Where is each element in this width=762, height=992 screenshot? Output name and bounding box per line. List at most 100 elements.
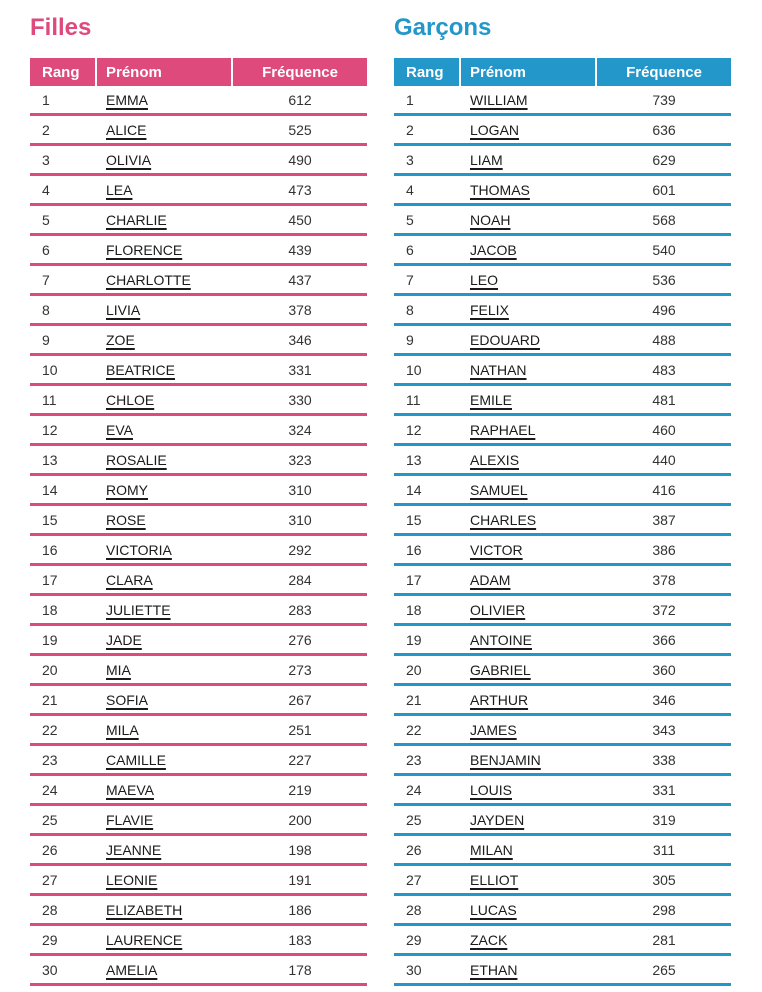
rank-cell: 26 — [394, 836, 461, 866]
name-link[interactable]: ARTHUR — [470, 691, 529, 708]
name-link[interactable]: ELIZABETH — [106, 901, 183, 918]
frequency-cell: 540 — [597, 236, 731, 266]
name-link[interactable]: LEONIE — [106, 871, 158, 888]
name-cell: MIA — [97, 656, 233, 686]
name-link[interactable]: ROMY — [106, 481, 148, 498]
table-row: 26 MILAN 311 — [394, 836, 731, 866]
name-link[interactable]: RAPHAEL — [470, 421, 536, 438]
name-link[interactable]: NOAH — [470, 211, 511, 228]
name-link[interactable]: WILLIAM — [470, 91, 528, 108]
name-link[interactable]: THOMAS — [470, 181, 530, 198]
name-link[interactable]: JADE — [106, 631, 142, 648]
name-link[interactable]: EMILE — [470, 391, 513, 408]
name-link[interactable]: CHARLIE — [106, 211, 167, 228]
name-link[interactable]: AMELIA — [106, 961, 158, 978]
rank-cell: 10 — [394, 356, 461, 386]
name-link[interactable]: EMMA — [106, 91, 148, 108]
frequency-cell: 198 — [233, 836, 367, 866]
frequency-cell: 496 — [597, 296, 731, 326]
name-link[interactable]: LUCAS — [470, 901, 517, 918]
name-link[interactable]: VICTOR — [470, 541, 523, 558]
name-cell: ANTOINE — [461, 626, 597, 656]
frequency-cell: 488 — [597, 326, 731, 356]
table-row: 27 ELLIOT 305 — [394, 866, 731, 896]
name-cell: THOMAS — [461, 176, 597, 206]
name-cell: EMILE — [461, 386, 597, 416]
rank-cell: 29 — [30, 926, 97, 956]
name-cell: JAYDEN — [461, 806, 597, 836]
frequency-cell: 183 — [233, 926, 367, 956]
name-cell: CHLOE — [97, 386, 233, 416]
name-link[interactable]: CHARLOTTE — [106, 271, 191, 288]
frequency-cell: 366 — [597, 626, 731, 656]
column-header-frequence: Fréquence — [233, 58, 367, 86]
name-link[interactable]: ROSALIE — [106, 451, 167, 468]
name-link[interactable]: MIA — [106, 661, 131, 678]
name-link[interactable]: CAMILLE — [106, 751, 166, 768]
name-link[interactable]: ALICE — [106, 121, 147, 138]
rank-cell: 17 — [394, 566, 461, 596]
name-link[interactable]: MILAN — [470, 841, 513, 858]
name-link[interactable]: JEANNE — [106, 841, 162, 858]
name-link[interactable]: JAMES — [470, 721, 517, 738]
frequency-cell: 191 — [233, 866, 367, 896]
name-link[interactable]: FELIX — [470, 301, 509, 318]
frequency-cell: 450 — [233, 206, 367, 236]
name-link[interactable]: EDOUARD — [470, 331, 541, 348]
name-link[interactable]: SOFIA — [106, 691, 149, 708]
name-link[interactable]: LOGAN — [470, 121, 520, 138]
name-link[interactable]: JACOB — [470, 241, 517, 258]
name-link[interactable]: BENJAMIN — [470, 751, 541, 768]
table-row: 16 VICTOR 386 — [394, 536, 731, 566]
rank-cell: 23 — [30, 746, 97, 776]
name-link[interactable]: MAEVA — [106, 781, 154, 798]
rank-cell: 5 — [394, 206, 461, 236]
name-link[interactable]: BEATRICE — [106, 361, 175, 378]
frequency-cell: 265 — [597, 956, 731, 986]
name-cell: FELIX — [461, 296, 597, 326]
rank-cell: 27 — [394, 866, 461, 896]
name-cell: CHARLOTTE — [97, 266, 233, 296]
rank-cell: 11 — [30, 386, 97, 416]
name-link[interactable]: LOUIS — [470, 781, 513, 798]
frequency-cell: 490 — [233, 146, 367, 176]
table-row: 3 OLIVIA 490 — [30, 146, 367, 176]
name-link[interactable]: EVA — [106, 421, 133, 438]
rank-cell: 3 — [30, 146, 97, 176]
name-link[interactable]: MILA — [106, 721, 139, 738]
frequency-cell: 284 — [233, 566, 367, 596]
name-link[interactable]: NATHAN — [470, 361, 527, 378]
name-link[interactable]: CLARA — [106, 571, 153, 588]
name-link[interactable]: SAMUEL — [470, 481, 528, 498]
name-link[interactable]: OLIVIER — [470, 601, 526, 618]
rank-cell: 30 — [394, 956, 461, 986]
name-link[interactable]: CHARLES — [470, 511, 537, 528]
name-link[interactable]: LIAM — [470, 151, 503, 168]
name-link[interactable]: LEA — [106, 181, 133, 198]
name-link[interactable]: LAURENCE — [106, 931, 183, 948]
name-link[interactable]: FLORENCE — [106, 241, 183, 258]
name-link[interactable]: ANTOINE — [470, 631, 532, 648]
name-link[interactable]: ELLIOT — [470, 871, 519, 888]
name-link[interactable]: FLAVIE — [106, 811, 154, 828]
name-link[interactable]: ROSE — [106, 511, 146, 528]
name-cell: JADE — [97, 626, 233, 656]
name-link[interactable]: VICTORIA — [106, 541, 172, 558]
name-link[interactable]: CHLOE — [106, 391, 155, 408]
name-link[interactable]: ADAM — [470, 571, 511, 588]
name-cell: NATHAN — [461, 356, 597, 386]
table-row: 13 ALEXIS 440 — [394, 446, 731, 476]
frequency-cell: 601 — [597, 176, 731, 206]
name-link[interactable]: JAYDEN — [470, 811, 525, 828]
name-link[interactable]: JULIETTE — [106, 601, 171, 618]
name-link[interactable]: LEO — [470, 271, 499, 288]
name-link[interactable]: ETHAN — [470, 961, 518, 978]
name-link[interactable]: ZOE — [106, 331, 135, 348]
name-link[interactable]: OLIVIA — [106, 151, 152, 168]
column-header-rang: Rang — [394, 58, 461, 86]
name-link[interactable]: ALEXIS — [470, 451, 520, 468]
name-link[interactable]: GABRIEL — [470, 661, 531, 678]
name-link[interactable]: LIVIA — [106, 301, 141, 318]
frequency-cell: 338 — [597, 746, 731, 776]
name-link[interactable]: ZACK — [470, 931, 508, 948]
